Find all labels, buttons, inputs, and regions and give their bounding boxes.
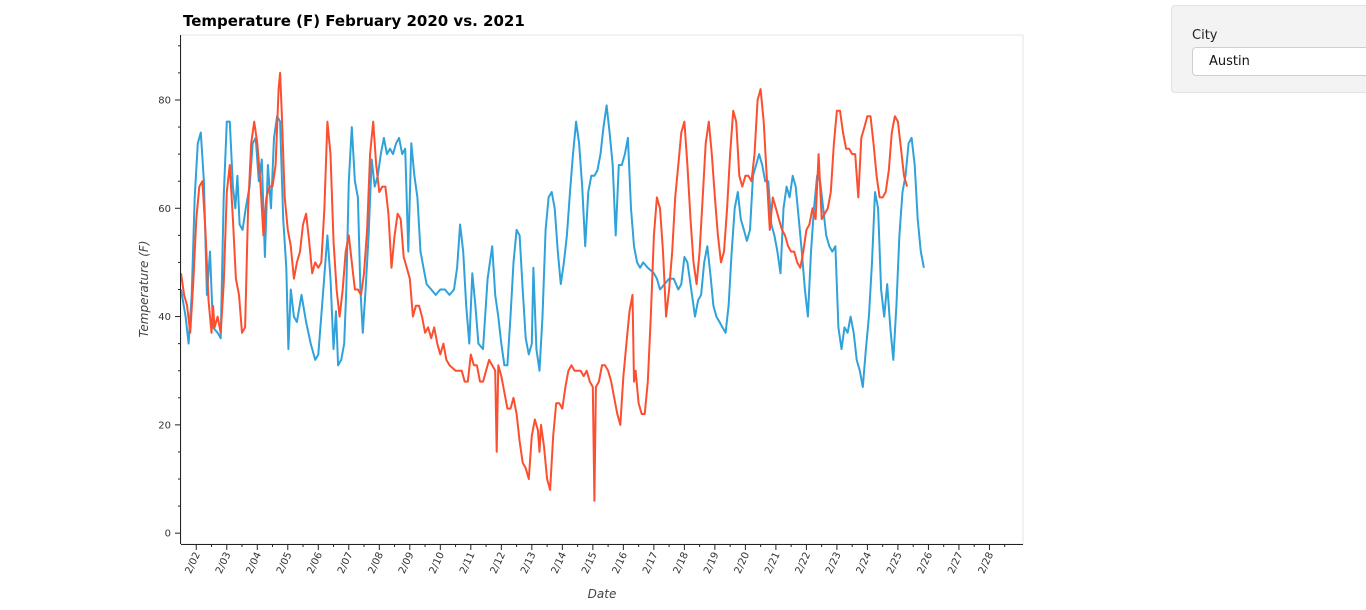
x-tick-label: 2/28 (977, 551, 996, 576)
x-tick-label: 2/10 (428, 551, 447, 576)
x-tick-label: 2/18 (672, 551, 691, 576)
city-select[interactable]: Austin (1192, 47, 1366, 76)
x-tick-label: 2/14 (550, 551, 569, 576)
x-tick-label: 2/07 (336, 551, 355, 576)
series-line-2 (180, 71, 909, 502)
series-layer (180, 71, 925, 502)
city-select-value: Austin (1209, 54, 1250, 69)
y-tick-label: 60 (158, 204, 171, 215)
x-tick-label: 2/09 (397, 551, 416, 576)
x-tick-label: 2/24 (855, 551, 874, 576)
y-tick-label: 80 (158, 95, 171, 106)
x-tick-label: 2/16 (611, 551, 630, 576)
x-tick-label: 2/03 (214, 551, 233, 576)
x-tick-label: 2/13 (519, 551, 538, 576)
x-ticks: 2/02 2/03 2/04 2/05 2/06 2/07 2/08 2/09 2/10 2/11… (184, 544, 1006, 576)
x-tick-label: 2/02 (184, 551, 203, 576)
y-axis-title: Temperature (F) (137, 241, 151, 338)
x-tick-label: 2/15 (580, 551, 599, 576)
x-tick-label: 2/21 (763, 551, 782, 576)
x-tick-label: 2/08 (367, 551, 386, 576)
x-tick-label: 2/11 (458, 551, 477, 576)
series-line-1 (180, 104, 925, 388)
x-tick-label: 2/04 (245, 551, 264, 576)
x-tick-label: 2/06 (306, 551, 325, 576)
x-tick-label: 2/20 (733, 551, 752, 576)
x-axis-title: Date (588, 587, 617, 601)
city-label: City (1192, 28, 1218, 43)
y-ticks: 0 20 40 60 80 (158, 45, 181, 540)
y-tick-label: 40 (158, 312, 171, 323)
controls-panel: City Austin (1171, 5, 1366, 93)
x-tick-label: 2/17 (641, 551, 660, 576)
plot-area (180, 34, 1024, 545)
x-tick-label: 2/19 (702, 551, 721, 576)
y-tick-label: 20 (158, 420, 171, 431)
x-tick-label: 2/05 (275, 551, 294, 576)
x-tick-label: 2/22 (794, 551, 813, 576)
x-tick-label: 2/25 (885, 551, 904, 576)
x-tick-label: 2/23 (824, 551, 843, 576)
x-tick-label: 2/12 (489, 551, 508, 576)
x-tick-label: 2/27 (946, 551, 965, 576)
chart-title: Temperature (F) February 2020 vs. 2021 (183, 12, 525, 30)
x-tick-label: 2/26 (916, 551, 935, 576)
y-tick-label: 0 (165, 529, 171, 540)
